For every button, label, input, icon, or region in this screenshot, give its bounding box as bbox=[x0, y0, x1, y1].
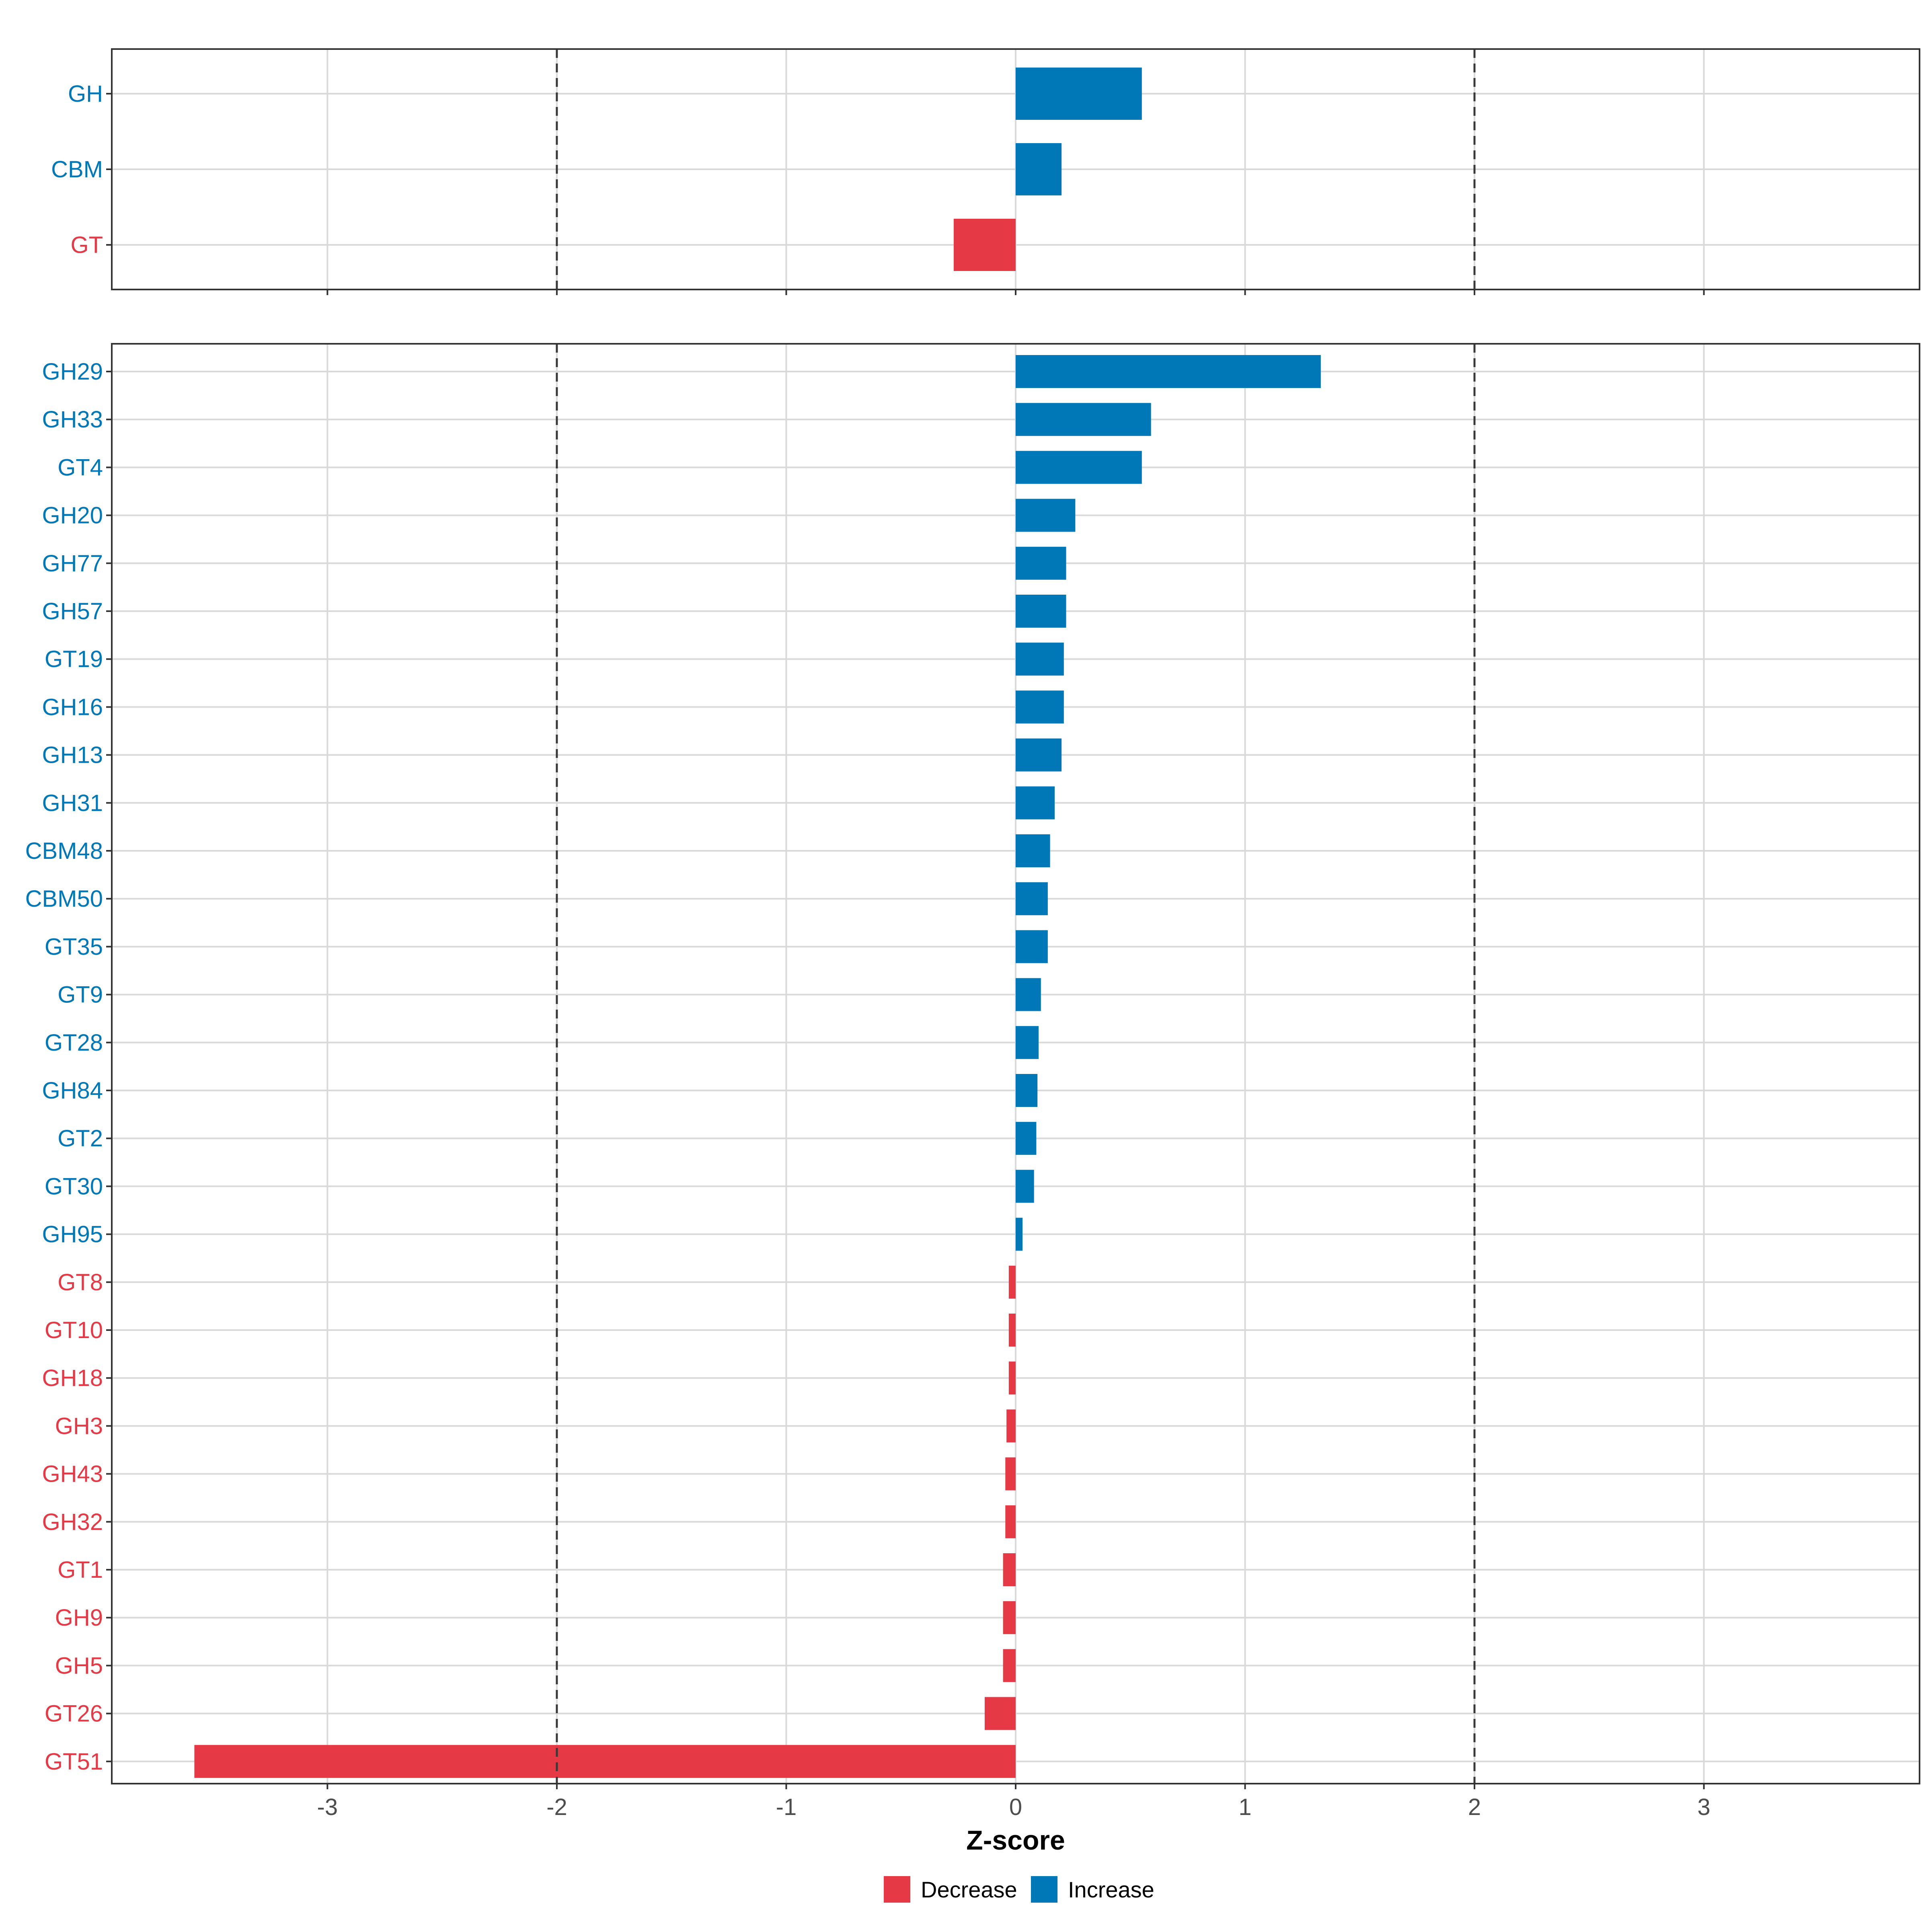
y-tick-label: GH bbox=[68, 81, 103, 107]
y-tick-label: GH9 bbox=[55, 1605, 103, 1631]
bar-gh57 bbox=[1016, 595, 1066, 628]
x-tick-label: 1 bbox=[1238, 1794, 1251, 1820]
y-tick-label: GH3 bbox=[55, 1413, 103, 1439]
x-axis: -3 -2 -1 0 1 2 3 bbox=[317, 1794, 1710, 1820]
x-tick-label: 2 bbox=[1468, 1794, 1481, 1820]
bar-gt bbox=[953, 219, 1016, 271]
bar-gt30 bbox=[1016, 1170, 1034, 1203]
y-tick-label: GH16 bbox=[42, 694, 103, 720]
y-tick-label: GH57 bbox=[42, 598, 103, 624]
bar-gt9 bbox=[1016, 978, 1041, 1011]
bar-gh33 bbox=[1016, 403, 1151, 436]
x-tick-label: 3 bbox=[1698, 1794, 1710, 1820]
y-tick-label: GH18 bbox=[42, 1365, 103, 1391]
bar-gh18 bbox=[1008, 1361, 1016, 1395]
y-tick-label: GT9 bbox=[57, 982, 103, 1008]
panel-bottom: GH29 GH33 GT4 GH20 GH77 GH57 GT19 GH16 GH13 GH31 C… bbox=[25, 343, 1920, 1789]
y-tick-label: GH20 bbox=[42, 503, 103, 529]
bar-gt2 bbox=[1016, 1122, 1037, 1155]
panel-top: GH CBM GT bbox=[51, 48, 1920, 295]
bar-cbm bbox=[1016, 143, 1062, 195]
legend: Decrease Increase bbox=[884, 1876, 1154, 1903]
y-tick-label: GT19 bbox=[45, 646, 103, 672]
legend-label-decrease: Decrease bbox=[921, 1877, 1017, 1902]
bar-gh43 bbox=[1005, 1457, 1016, 1491]
bar-gh bbox=[1016, 68, 1142, 120]
legend-key-increase bbox=[1031, 1876, 1057, 1903]
y-tick-label: GH29 bbox=[42, 359, 103, 385]
x-axis-title: Z-score bbox=[966, 1825, 1065, 1856]
bar-gh29 bbox=[1016, 355, 1321, 388]
y-tick-label: GT35 bbox=[45, 934, 103, 960]
bar-gh3 bbox=[1006, 1409, 1016, 1443]
y-tick-label: GT8 bbox=[57, 1269, 103, 1296]
bar-gh13 bbox=[1016, 738, 1062, 772]
y-tick-label: GT30 bbox=[45, 1173, 103, 1199]
bar-gt51 bbox=[194, 1745, 1016, 1778]
bar-gt28 bbox=[1016, 1026, 1039, 1059]
y-tick-label: GT26 bbox=[45, 1701, 103, 1727]
y-tick-label: GT4 bbox=[57, 454, 103, 480]
bar-gh20 bbox=[1016, 499, 1076, 532]
bar-gh84 bbox=[1016, 1074, 1038, 1107]
y-tick-label: GT51 bbox=[45, 1749, 103, 1775]
y-tick-label: GT1 bbox=[57, 1557, 103, 1583]
bar-cbm50 bbox=[1016, 882, 1048, 916]
y-tick-label: GT28 bbox=[45, 1030, 103, 1056]
bar-gh95 bbox=[1016, 1218, 1023, 1251]
x-tick-label: 0 bbox=[1009, 1794, 1022, 1820]
y-tick-label: GH43 bbox=[42, 1461, 103, 1487]
bar-gh31 bbox=[1016, 786, 1055, 819]
y-tick-label: GT10 bbox=[45, 1317, 103, 1343]
x-tick-label: -2 bbox=[546, 1794, 567, 1820]
x-tick-label: -3 bbox=[317, 1794, 338, 1820]
y-tick-label: GH95 bbox=[42, 1222, 103, 1248]
legend-key-decrease bbox=[884, 1876, 910, 1903]
bar-gt35 bbox=[1016, 930, 1048, 963]
y-tick-label: GH13 bbox=[42, 742, 103, 768]
y-tick-label: GT bbox=[70, 232, 103, 258]
bar-gh9 bbox=[1003, 1601, 1016, 1634]
y-tick-label: GH31 bbox=[42, 790, 103, 816]
legend-label-increase: Increase bbox=[1068, 1877, 1154, 1902]
bar-gh16 bbox=[1016, 690, 1064, 724]
y-tick-label: GH84 bbox=[42, 1078, 103, 1104]
y-tick-label: GH33 bbox=[42, 407, 103, 433]
y-tick-label: GT2 bbox=[57, 1125, 103, 1152]
y-tick-label: GH77 bbox=[42, 550, 103, 577]
bar-gt1 bbox=[1003, 1553, 1016, 1586]
bar-cbm48 bbox=[1016, 834, 1050, 867]
y-tick-label: CBM bbox=[51, 156, 103, 183]
y-tick-label: CBM50 bbox=[25, 886, 103, 912]
bar-gt19 bbox=[1016, 643, 1064, 676]
bar-gt4 bbox=[1016, 451, 1142, 484]
bar-gt8 bbox=[1008, 1265, 1016, 1299]
bar-gt26 bbox=[984, 1697, 1016, 1730]
y-tick-label: GH32 bbox=[42, 1509, 103, 1535]
bar-gh77 bbox=[1016, 546, 1066, 580]
y-tick-label: GH5 bbox=[55, 1653, 103, 1679]
bar-gh32 bbox=[1005, 1505, 1016, 1538]
bar-gt10 bbox=[1008, 1314, 1016, 1347]
x-tick-label: -1 bbox=[776, 1794, 797, 1820]
bar-gh5 bbox=[1003, 1649, 1016, 1682]
y-tick-label: CBM48 bbox=[25, 838, 103, 864]
